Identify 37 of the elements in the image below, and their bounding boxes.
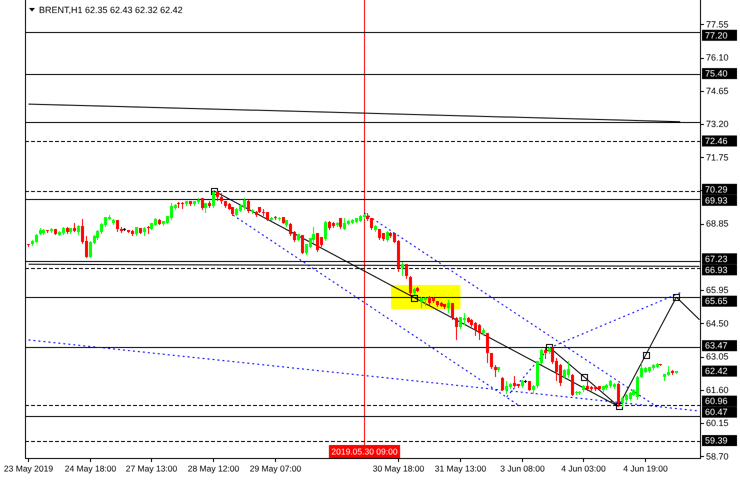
y-tick-label: 61.60 [706, 384, 729, 395]
ref-line-label: 65.65 [705, 296, 728, 306]
y-tick-label: 77.55 [706, 19, 729, 30]
ref-line-label: 70.29 [705, 184, 728, 194]
x-tick-label: 4 Jun 19:00 [623, 464, 668, 474]
y-tick-label: 63.05 [706, 352, 729, 362]
ref-line-label: 75.40 [705, 68, 728, 79]
ref-line-label: 67.23 [705, 254, 728, 264]
y-tick-label: 74.65 [706, 86, 729, 96]
text: BRENT,H1 62.35 62.43 62.32 62.42 [39, 5, 183, 15]
x-tick-label: 27 May 13:00 [126, 464, 178, 474]
x-tick-label: 30 May 18:00 [372, 464, 425, 474]
x-tick-label: 2019.05.30 09:00 [331, 446, 398, 456]
y-tick-label: 65.95 [706, 285, 729, 296]
x-tick-label: 24 May 18:00 [64, 464, 117, 474]
x-tick-label: 29 May 07:00 [250, 464, 302, 474]
y-tick-label: 71.75 [706, 152, 729, 162]
ref-line-label: 72.46 [705, 136, 728, 146]
x-tick-label: 23 May 2019 [4, 464, 54, 474]
y-tick-label: 68.85 [706, 218, 729, 229]
y-tick-label: 73.20 [706, 119, 729, 130]
x-tick-label: 4 Jun 03:00 [561, 464, 606, 474]
ref-line-label: 69.93 [705, 195, 728, 206]
y-tick-label: 76.10 [706, 52, 729, 63]
x-tick-label: 31 May 13:00 [434, 464, 487, 474]
text: 62.42 [705, 366, 728, 376]
ref-line-label: 60.96 [705, 396, 728, 406]
x-tick-label: 3 Jun 08:00 [500, 464, 545, 474]
x-tick-label: 28 May 12:00 [188, 464, 240, 474]
y-tick-label: 58.70 [706, 451, 729, 462]
y-tick-label: 64.50 [706, 318, 729, 328]
ref-line-label: 59.39 [705, 436, 728, 446]
ref-line-label: 63.47 [705, 340, 728, 351]
ref-line-label: 60.47 [705, 407, 728, 418]
ref-line-label: 77.20 [705, 30, 728, 40]
y-tick-label: 60.15 [706, 418, 729, 428]
ref-line-label: 66.93 [705, 264, 728, 275]
